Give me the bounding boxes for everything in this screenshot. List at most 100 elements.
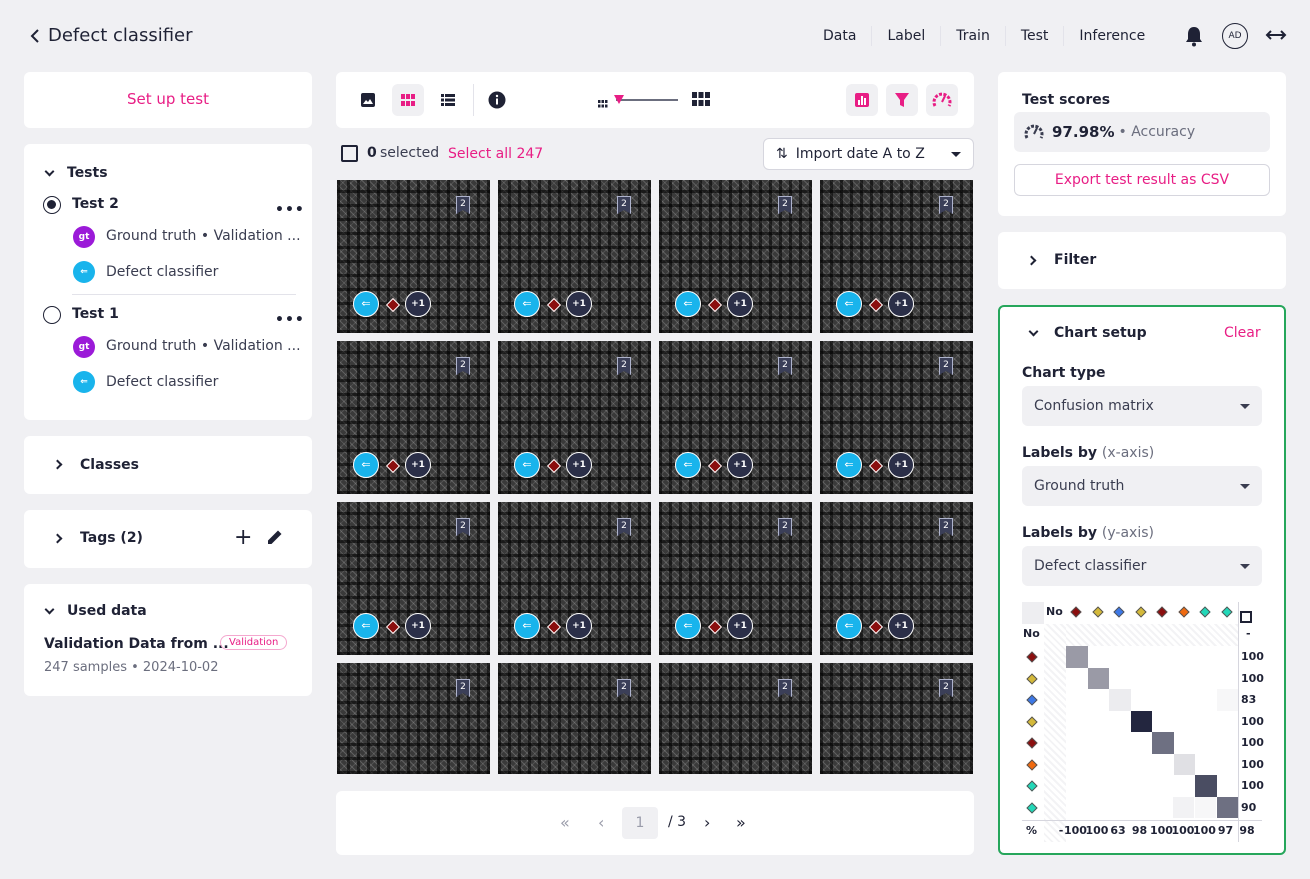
- class-diamond-icon: [546, 458, 562, 474]
- column-accuracy-value: 97: [1217, 824, 1234, 837]
- next-page-icon[interactable]: ›: [704, 813, 711, 832]
- more-icon[interactable]: •••: [275, 202, 305, 218]
- row-accuracy-value: 83: [1241, 693, 1257, 706]
- page-input[interactable]: 1: [622, 807, 658, 839]
- image-tile[interactable]: 2: [820, 663, 973, 774]
- row-class-diamond: [1026, 801, 1038, 814]
- chart-icon[interactable]: [846, 84, 878, 116]
- test-name[interactable]: Test 1: [72, 306, 119, 322]
- avatar[interactable]: AD: [1222, 23, 1248, 49]
- nav-train[interactable]: Train: [941, 26, 1006, 46]
- model-prediction-icon: ⇐: [514, 291, 540, 317]
- label-tag-icon: 2: [617, 196, 631, 214]
- more-labels-badge: +1: [888, 452, 914, 478]
- matrix-row-no-value: -: [1246, 627, 1251, 640]
- chevron-right-icon: [52, 459, 63, 470]
- sort-dropdown[interactable]: ⇅ Import date A to Z: [763, 138, 974, 170]
- class-diamond-icon: [868, 619, 884, 635]
- filter-icon[interactable]: [886, 84, 918, 116]
- select-all-link[interactable]: Select all 247: [448, 146, 544, 162]
- used-data-header[interactable]: Used data: [44, 603, 147, 619]
- more-icon[interactable]: •••: [275, 312, 305, 328]
- edit-icon[interactable]: [266, 528, 284, 550]
- model-prediction-icon: ⇐: [514, 613, 540, 639]
- prev-page-icon[interactable]: ‹: [598, 813, 605, 832]
- image-tile[interactable]: 2 ⇐ +1: [659, 180, 812, 333]
- info-icon[interactable]: [481, 84, 513, 116]
- test-name[interactable]: Test 2: [72, 196, 119, 212]
- first-page-icon[interactable]: «: [560, 813, 570, 832]
- row-class-diamond: [1026, 651, 1038, 663]
- label-tag-icon: 2: [617, 679, 631, 697]
- sort-icon: ⇅: [776, 146, 788, 162]
- classes-card[interactable]: Classes: [24, 436, 312, 494]
- label-tag-icon: 2: [939, 196, 953, 214]
- export-csv-button[interactable]: Export test result as CSV: [1014, 164, 1270, 196]
- tests-header[interactable]: Tests: [44, 165, 108, 181]
- gauge-icon: [1024, 124, 1044, 139]
- image-tile[interactable]: 2 ⇐ +1: [337, 341, 490, 494]
- setup-test-card: Set up test: [24, 72, 312, 128]
- ground-truth-label: Ground truth • Validation ...: [106, 338, 301, 354]
- nav-label[interactable]: Label: [872, 26, 942, 46]
- image-tile[interactable]: 2 ⇐ +1: [337, 180, 490, 333]
- image-tile[interactable]: 2 ⇐ +1: [337, 502, 490, 655]
- clear-button[interactable]: Clear: [1224, 325, 1261, 341]
- y-axis-select[interactable]: Defect classifier: [1022, 546, 1262, 586]
- grid-view-icon[interactable]: [392, 84, 424, 116]
- nav-data[interactable]: Data: [808, 26, 873, 46]
- image-tile[interactable]: 2 ⇐ +1: [498, 180, 651, 333]
- image-tile[interactable]: 2 ⇐ +1: [820, 341, 973, 494]
- gauge-icon[interactable]: [926, 84, 958, 116]
- radio-test-2[interactable]: [43, 196, 61, 214]
- column-accuracy-value: 100: [1064, 824, 1087, 837]
- pagination-bar: « ‹ 1 / 3 › »: [336, 791, 974, 855]
- zoom-slider-thumb[interactable]: [614, 95, 624, 104]
- row-class-diamond: [1026, 715, 1038, 728]
- image-tile[interactable]: 2 ⇐ +1: [498, 341, 651, 494]
- select-checkbox[interactable]: [341, 145, 358, 162]
- used-data-card: Used data Validation Data from ... Valid…: [24, 584, 312, 696]
- chevron-down-icon: [44, 166, 55, 176]
- class-diamond-icon: [868, 297, 884, 313]
- selected-count: 0: [367, 145, 377, 161]
- list-view-icon[interactable]: [432, 84, 464, 116]
- image-tile[interactable]: 2: [337, 663, 490, 774]
- fullscreen-icon[interactable]: [1240, 611, 1252, 623]
- back-icon[interactable]: [30, 29, 40, 43]
- expand-horizontal-icon[interactable]: [1265, 27, 1287, 47]
- image-view-icon[interactable]: [352, 84, 384, 116]
- nav-test[interactable]: Test: [1006, 26, 1065, 46]
- zoom-slider[interactable]: [614, 95, 678, 104]
- image-tile[interactable]: 2 ⇐ +1: [498, 502, 651, 655]
- caret-down-icon: [1240, 483, 1250, 489]
- image-tile[interactable]: 2: [498, 663, 651, 774]
- x-axis-select[interactable]: Ground truth: [1022, 466, 1262, 506]
- label-tag-icon: 2: [778, 518, 792, 536]
- more-labels-badge: +1: [566, 291, 592, 317]
- page-total: / 3: [668, 814, 687, 830]
- image-tile[interactable]: 2 ⇐ +1: [659, 502, 812, 655]
- more-labels-badge: +1: [405, 613, 431, 639]
- label-tag-icon: 2: [456, 518, 470, 536]
- image-tile[interactable]: 2 ⇐ +1: [820, 502, 973, 655]
- nav-inference[interactable]: Inference: [1079, 28, 1146, 44]
- radio-test-1[interactable]: [43, 306, 61, 324]
- model-prediction-icon: ⇐: [675, 291, 701, 317]
- filter-card[interactable]: Filter: [998, 232, 1286, 289]
- tags-heading[interactable]: Tags (2): [80, 530, 143, 546]
- column-class-diamond: [1220, 606, 1233, 618]
- row-class-diamond: [1026, 694, 1038, 706]
- matrix-cell: [1066, 646, 1088, 668]
- image-tile[interactable]: 2: [659, 663, 812, 774]
- last-page-icon[interactable]: »: [736, 813, 746, 832]
- bell-icon[interactable]: [1184, 25, 1204, 51]
- page-title: Defect classifier: [48, 25, 193, 46]
- image-tile[interactable]: 2 ⇐ +1: [820, 180, 973, 333]
- chart-type-select[interactable]: Confusion matrix: [1022, 386, 1262, 426]
- image-tile[interactable]: 2 ⇐ +1: [659, 341, 812, 494]
- row-accuracy-value: 100: [1241, 671, 1264, 685]
- chevron-right-icon[interactable]: [52, 533, 63, 544]
- add-icon[interactable]: +: [234, 525, 253, 550]
- setup-test-button[interactable]: Set up test: [126, 90, 209, 108]
